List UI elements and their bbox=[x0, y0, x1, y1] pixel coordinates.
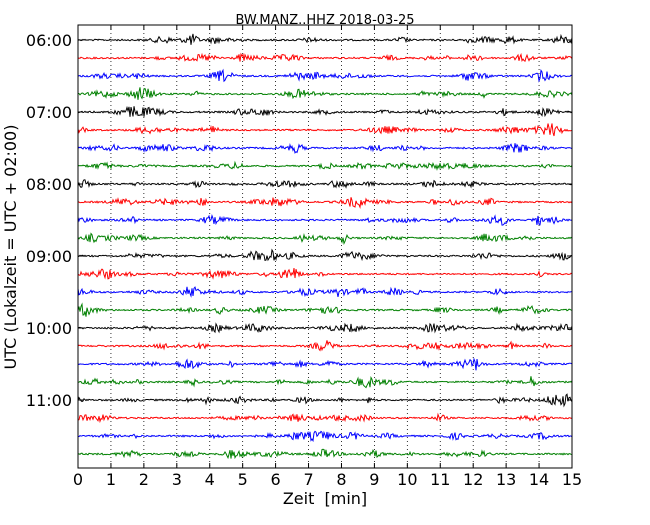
x-tick-label: 8 bbox=[336, 470, 346, 489]
trace-line bbox=[77, 376, 573, 389]
trace-line bbox=[77, 68, 573, 83]
x-tick-label: 12 bbox=[463, 470, 483, 489]
x-tick-label: 0 bbox=[73, 470, 83, 489]
y-tick-label: 06:00 bbox=[26, 31, 72, 50]
trace-line bbox=[77, 286, 573, 298]
y-tick-label: 09:00 bbox=[26, 247, 72, 266]
seismogram-traces bbox=[77, 33, 573, 460]
x-tick-label: 2 bbox=[139, 470, 149, 489]
trace-line bbox=[77, 267, 573, 280]
x-tick-label: 9 bbox=[369, 470, 379, 489]
x-axis-ticks: 0 1 2 3 4 5 6 7 8 9 10 11 12 13 14 15 bbox=[73, 25, 582, 489]
x-tick-label: 1 bbox=[106, 470, 116, 489]
trace-line bbox=[77, 393, 573, 408]
trace-line bbox=[77, 105, 573, 118]
trace-line bbox=[77, 160, 573, 171]
x-tick-label: 7 bbox=[303, 470, 313, 489]
trace-line bbox=[77, 248, 573, 262]
trace-line bbox=[77, 214, 573, 226]
trace-line bbox=[77, 33, 573, 45]
trace-line bbox=[77, 412, 573, 424]
y-tick-label: 10:00 bbox=[26, 319, 72, 338]
trace-line bbox=[77, 340, 573, 352]
x-tick-label: 13 bbox=[496, 470, 516, 489]
y-tick-label: 11:00 bbox=[26, 391, 72, 410]
y-axis-label: UTC (Lokalzeit = UTC + 02:00) bbox=[1, 125, 20, 370]
trace-line bbox=[77, 123, 573, 137]
x-tick-label: 6 bbox=[271, 470, 281, 489]
trace-line bbox=[77, 52, 573, 63]
trace-line bbox=[77, 87, 573, 100]
trace-line bbox=[77, 357, 573, 371]
trace-line bbox=[77, 179, 573, 189]
trace-line bbox=[77, 448, 573, 460]
y-tick-label: 07:00 bbox=[26, 103, 72, 122]
trace-line bbox=[77, 322, 573, 334]
x-tick-label: 4 bbox=[205, 470, 215, 489]
trace-line bbox=[77, 302, 573, 317]
x-tick-label: 10 bbox=[397, 470, 417, 489]
chart-title: BW.MANZ..HHZ 2018-03-25 bbox=[235, 13, 414, 28]
x-tick-label: 5 bbox=[238, 470, 248, 489]
trace-line bbox=[77, 430, 573, 443]
x-tick-label: 14 bbox=[529, 470, 549, 489]
plot-frame bbox=[77, 24, 573, 469]
x-axis-label: Zeit [min] bbox=[283, 489, 367, 508]
trace-line bbox=[77, 197, 573, 209]
trace-line bbox=[77, 232, 573, 245]
grid-lines bbox=[110, 25, 540, 468]
trace-line bbox=[77, 143, 573, 154]
y-tick-label: 08:00 bbox=[26, 175, 72, 194]
x-tick-label: 15 bbox=[562, 470, 582, 489]
y-axis-ticks: 06:00 07:00 08:00 09:00 10:00 11:00 bbox=[26, 31, 572, 410]
x-tick-label: 3 bbox=[172, 470, 182, 489]
x-tick-label: 11 bbox=[430, 470, 450, 489]
